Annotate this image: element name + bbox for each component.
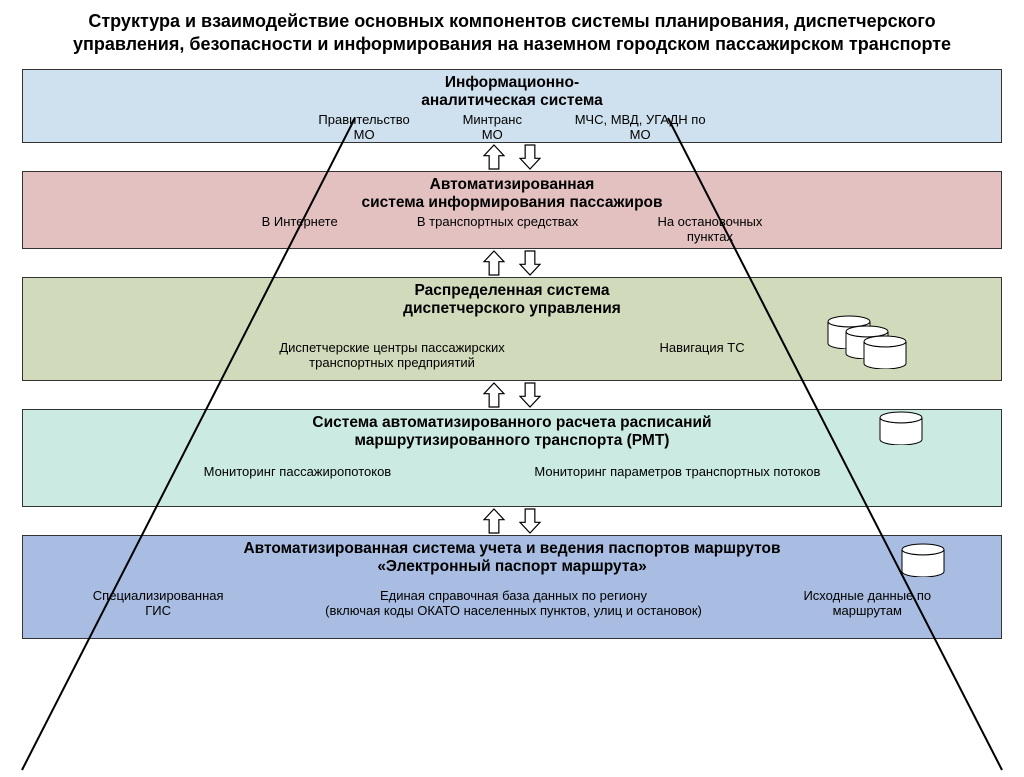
layer-item: В транспортных средствах xyxy=(417,215,578,230)
database-icon xyxy=(863,335,907,369)
database-icon xyxy=(901,543,945,577)
layer-item: Мониторинг пассажиропотоков xyxy=(204,465,392,480)
arrow-up-icon xyxy=(483,508,505,534)
layer-item: Навигация ТС xyxy=(659,341,744,356)
layer-title: Распределенная системадиспетчерского упр… xyxy=(33,282,991,318)
layer-item: МЧС, МВД, УГАДН поМО xyxy=(575,113,706,143)
layer-item: МинтрансМО xyxy=(463,113,522,143)
database-icon-wrap xyxy=(863,335,907,374)
layer-items: СпециализированнаяГИС Единая справочная б… xyxy=(42,589,982,619)
layer-2: Автоматизированнаясистема информирования… xyxy=(22,171,1002,249)
layer-item: СпециализированнаяГИС xyxy=(93,589,224,619)
arrow-up-icon xyxy=(483,144,505,170)
layer-items: В Интернете В транспортных средствах На ос… xyxy=(222,215,802,245)
layer-1: Информационно-аналитическая системаПрави… xyxy=(22,69,1002,143)
layer-item: Диспетчерские центры пассажирскихтранспо… xyxy=(279,341,504,371)
layer-5: Автоматизированная система учета и веден… xyxy=(22,535,1002,639)
diagram-title: Структура и взаимодействие основных комп… xyxy=(52,10,972,57)
arrow-connector xyxy=(22,249,1002,277)
arrow-connector xyxy=(22,507,1002,535)
database-icon-wrap xyxy=(879,411,923,450)
database-icon xyxy=(879,411,923,445)
arrow-down-icon xyxy=(519,250,541,276)
layer-title: Информационно-аналитическая система xyxy=(33,74,991,110)
arrow-down-icon xyxy=(519,508,541,534)
layer-3: Распределенная системадиспетчерского упр… xyxy=(22,277,1002,381)
database-icon-wrap xyxy=(901,543,945,582)
layer-title: Система автоматизированного расчета расп… xyxy=(33,414,991,450)
layer-title: Автоматизированнаясистема информирования… xyxy=(33,176,991,212)
arrow-connector xyxy=(22,381,1002,409)
layer-4: Система автоматизированного расчета расп… xyxy=(22,409,1002,507)
layer-title: Автоматизированная система учета и веден… xyxy=(33,540,991,576)
layer-item: Единая справочная база данных по региону… xyxy=(325,589,702,619)
arrow-down-icon xyxy=(519,382,541,408)
arrow-down-icon xyxy=(519,144,541,170)
layer-item: Мониторинг параметров транспортных поток… xyxy=(534,465,820,480)
layer-items: ПравительствоМО МинтрансМО МЧС, МВД, УГАДН… xyxy=(292,113,732,143)
layer-item: Исходные данные помаршрутам xyxy=(803,589,931,619)
layer-item: В Интернете xyxy=(262,215,338,230)
arrow-up-icon xyxy=(483,382,505,408)
layer-item: ПравительствоМО xyxy=(318,113,409,143)
layer-items: Мониторинг пассажиропотоков Мониторинг па… xyxy=(132,465,892,480)
layer-items: Диспетчерские центры пассажирскихтранспо… xyxy=(202,341,822,371)
arrow-up-icon xyxy=(483,250,505,276)
arrow-connector xyxy=(22,143,1002,171)
layer-item: На остановочныхпунктах xyxy=(657,215,762,245)
layers-container: Информационно-аналитическая системаПрави… xyxy=(22,69,1002,639)
